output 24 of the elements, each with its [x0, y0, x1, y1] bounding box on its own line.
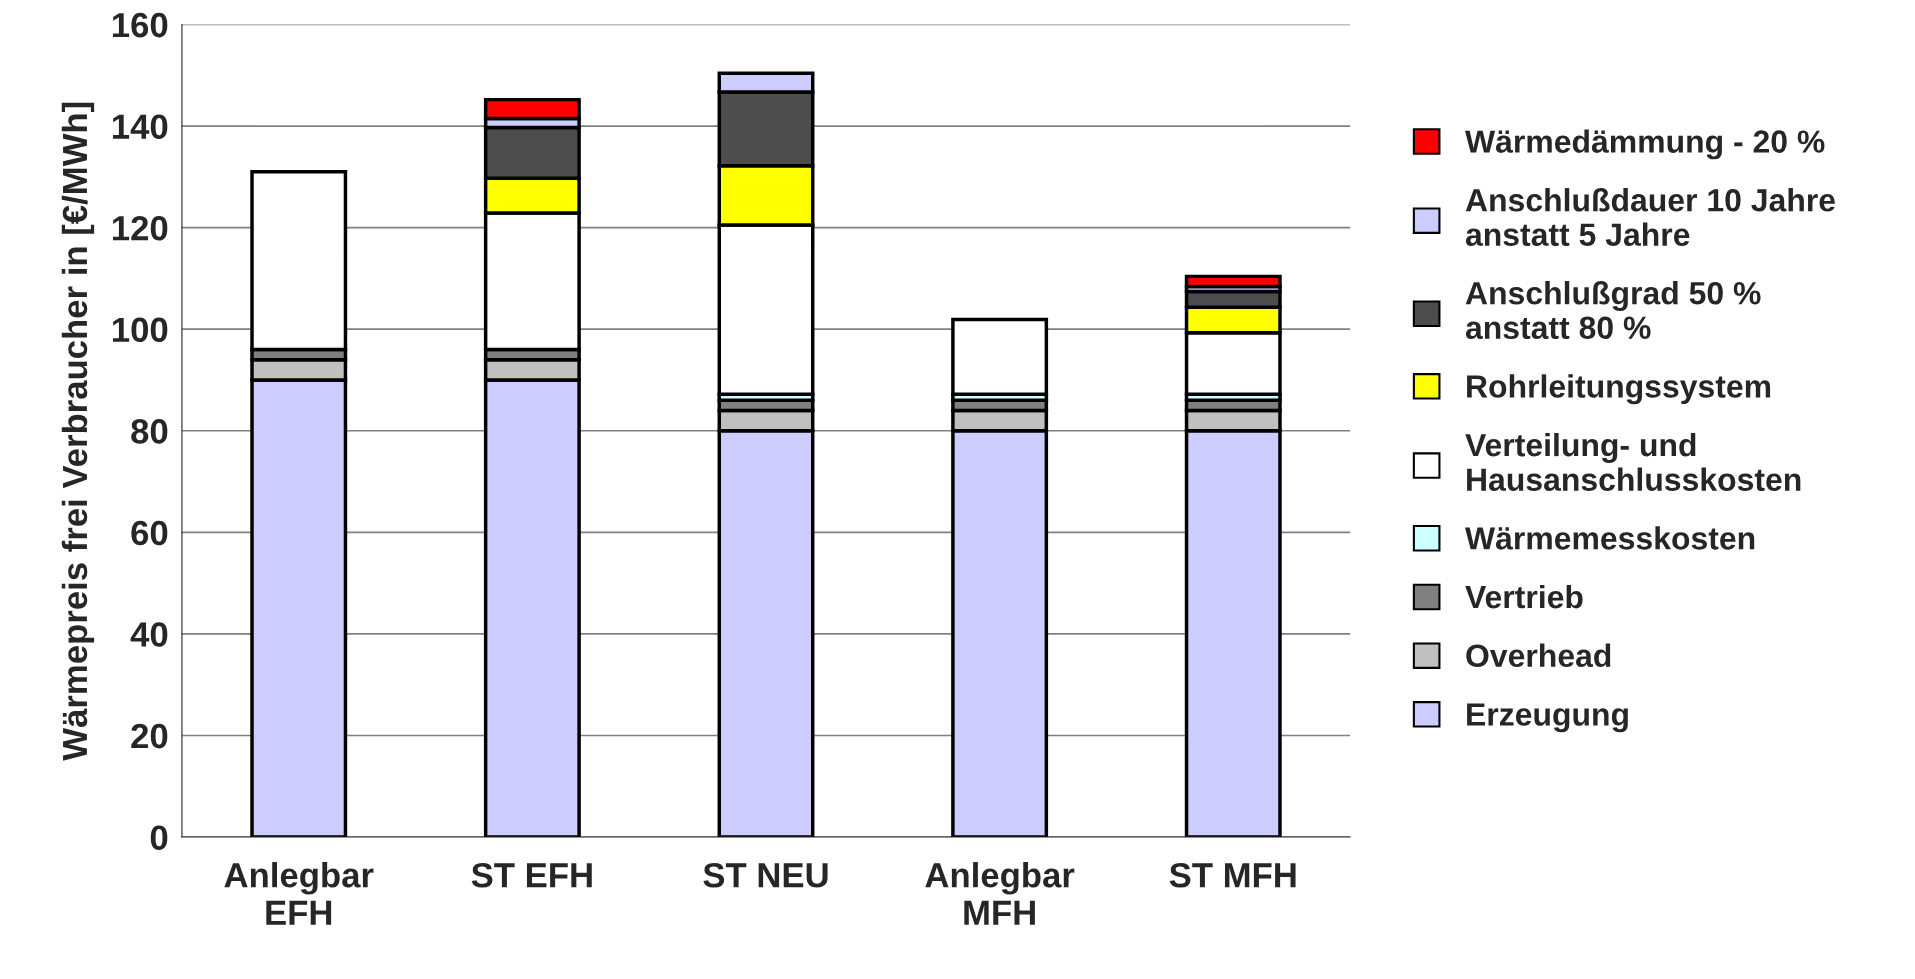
y-tick-label: 0: [150, 825, 168, 850]
x-tick-label: ST MFH: [1169, 862, 1296, 888]
y-tick-label: 160: [112, 12, 168, 38]
x-tick-label: Anlegbar EFH: [224, 862, 374, 925]
legend-label: Vertrieb: [1465, 584, 1583, 609]
x-tick-label: Anlegbar MFH: [925, 862, 1075, 925]
legend-label: Rohrleitungssystem: [1467, 374, 1771, 405]
y-tick-label: 40: [130, 622, 168, 647]
legend-label: Anschlußdauer 10 Jahre anstatt 5 Jahre: [1465, 188, 1835, 246]
legend-label: Erzeugung: [1467, 703, 1628, 733]
y-axis-title: Wärmepreis frei Verbraucher in [€/MWh]: [61, 102, 95, 761]
legend-label: Overhead: [1466, 643, 1611, 668]
y-tick-label: 120: [112, 215, 168, 241]
y-tick-label: 80: [131, 419, 168, 444]
y-tick-label: 60: [131, 520, 168, 546]
legend-label: Wärmedämmung - 20 %: [1465, 129, 1825, 160]
legend-label: Wärmemesskosten: [1465, 526, 1755, 550]
x-tick-label: ST EFH: [471, 862, 592, 888]
y-tick-label: 20: [131, 723, 168, 749]
y-tick-label: 140: [112, 114, 168, 139]
y-tick-label: 100: [112, 317, 168, 343]
legend-label: Anschlußgrad 50 % anstatt 80 %: [1465, 281, 1761, 340]
x-tick-label: ST NEU: [703, 862, 828, 888]
legend-label: Verteilung- und Hausanschlusskosten: [1465, 432, 1801, 491]
